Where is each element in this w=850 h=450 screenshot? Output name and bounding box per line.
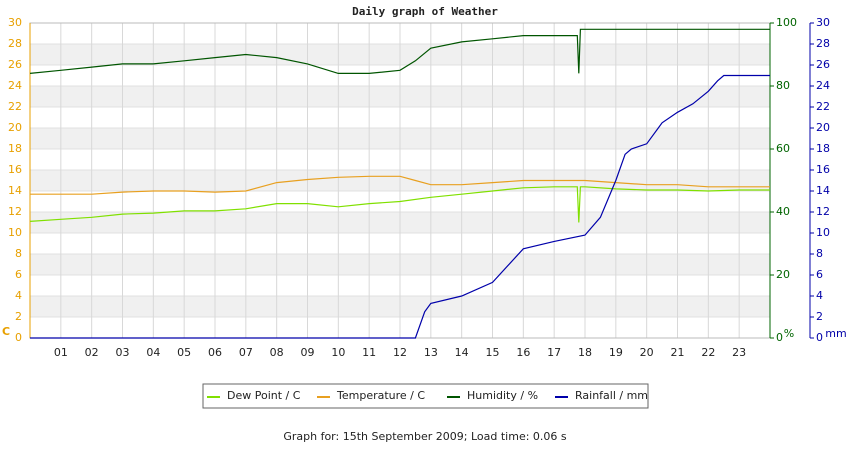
series-line: [29, 28, 770, 74]
y3-tick-label: 12: [816, 205, 830, 218]
x-tick-label: 06: [208, 346, 222, 359]
y-tick-label: 16: [8, 163, 22, 176]
y3-tick-label: 6: [816, 268, 823, 281]
legend-label: Humidity / %: [467, 389, 538, 402]
y3-tick-label: 18: [816, 142, 830, 155]
x-tick-label: 01: [54, 346, 68, 359]
y-tick-label: 10: [8, 226, 22, 239]
y-tick-label: 8: [15, 247, 22, 260]
y-tick-label: 20: [8, 121, 22, 134]
series-line: [30, 74, 770, 339]
x-tick-label: 13: [424, 346, 438, 359]
y-tick-label: 30: [8, 16, 22, 29]
x-tick-label: 04: [146, 346, 160, 359]
y-axis-label: C: [2, 325, 10, 338]
y2-tick-label: 60: [776, 142, 790, 155]
x-tick-label: 11: [362, 346, 376, 359]
y-tick-label: 6: [15, 268, 22, 281]
footer: Graph for: 15th September 2009; Load tim…: [283, 430, 567, 443]
x-tick-label: 12: [393, 346, 407, 359]
x-tick-label: 03: [116, 346, 130, 359]
y-tick-label: 26: [8, 58, 22, 71]
x-tick-label: 18: [578, 346, 592, 359]
y3-tick-label: 10: [816, 226, 830, 239]
x-tick-label: 19: [609, 346, 623, 359]
y3-tick-label: 22: [816, 100, 830, 113]
x-tick-label: 15: [486, 346, 500, 359]
y3-axis-label: mm: [825, 327, 846, 340]
x-tick-label: 02: [85, 346, 99, 359]
y2-tick-label: 80: [776, 79, 790, 92]
x-tick-label: 08: [270, 346, 284, 359]
chart-title: Daily graph of Weather: [352, 5, 498, 18]
x-tick-label: 21: [671, 346, 685, 359]
x-tick-label: 17: [547, 346, 561, 359]
legend-label: Dew Point / C: [227, 389, 301, 402]
y3-tick-label: 28: [816, 37, 830, 50]
y3-tick-label: 20: [816, 121, 830, 134]
y3-tick-label: 26: [816, 58, 830, 71]
x-tick-label: 16: [516, 346, 530, 359]
y3-tick-label: 4: [816, 289, 823, 302]
y3-tick-label: 0: [816, 331, 823, 344]
y2-tick-label: 0: [776, 331, 783, 344]
y-tick-label: 2: [15, 310, 22, 323]
x-tick-label: 20: [640, 346, 654, 359]
y2-axis-label: %: [784, 327, 794, 340]
legend-label: Rainfall / mm: [575, 389, 648, 402]
series-line: [30, 175, 770, 195]
y-tick-label: 12: [8, 205, 22, 218]
x-tick-label: 07: [239, 346, 253, 359]
y-tick-label: 14: [8, 184, 22, 197]
y-tick-label: 18: [8, 142, 22, 155]
y-tick-label: 28: [8, 37, 22, 50]
y3-tick-label: 2: [816, 310, 823, 323]
y3-tick-label: 24: [816, 79, 830, 92]
y3-tick-label: 8: [816, 247, 823, 260]
y3-tick-label: 14: [816, 184, 830, 197]
y3-tick-label: 30: [816, 16, 830, 29]
y-tick-label: 24: [8, 79, 22, 92]
x-tick-label: 23: [732, 346, 746, 359]
x-tick-label: 05: [177, 346, 191, 359]
x-tick-label: 14: [455, 346, 469, 359]
x-tick-label: 09: [301, 346, 315, 359]
legend-box: [202, 383, 649, 409]
y3-tick-label: 16: [816, 163, 830, 176]
y2-tick-label: 100: [776, 16, 797, 29]
x-tick-label: 10: [331, 346, 345, 359]
series-line: [29, 186, 770, 223]
y-tick-label: 22: [8, 100, 22, 113]
x-tick-label: 22: [701, 346, 715, 359]
y2-tick-label: 40: [776, 205, 790, 218]
y-tick-label: 4: [15, 289, 22, 302]
y-tick-label: 0: [15, 331, 22, 344]
y2-tick-label: 20: [776, 268, 790, 281]
legend-label: Temperature / C: [336, 389, 425, 402]
